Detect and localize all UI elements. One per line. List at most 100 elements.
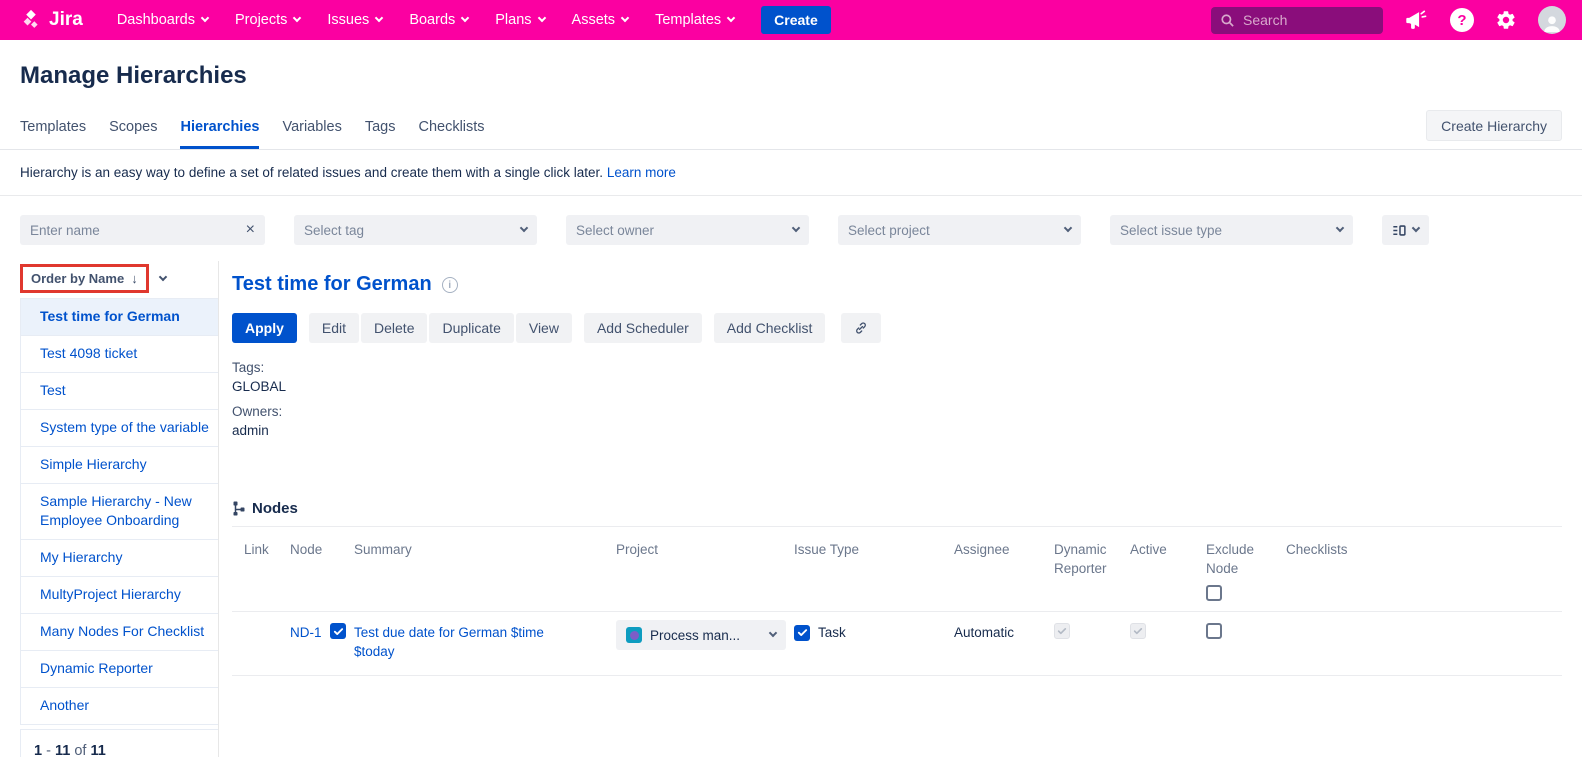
megaphone-icon xyxy=(1406,10,1427,29)
col-link: Link xyxy=(244,542,269,557)
chevron-down-icon xyxy=(791,223,801,233)
list-item[interactable]: MultyProject Hierarchy xyxy=(21,577,218,614)
filter-bar: × Select tag Select owner Select project… xyxy=(0,196,1582,261)
info-icon[interactable]: i xyxy=(441,276,458,293)
check-icon xyxy=(333,627,343,635)
node-summary-link[interactable]: Test due date for German $time $today xyxy=(354,625,544,659)
create-button[interactable]: Create xyxy=(761,6,831,34)
node-dynamic-reporter-cell xyxy=(1054,623,1130,639)
node-active-cell xyxy=(1130,623,1206,639)
project-avatar-icon xyxy=(626,627,642,643)
chevron-down-icon xyxy=(1063,223,1073,233)
nav-issues[interactable]: Issues xyxy=(327,12,384,28)
nodes-table-header: Link Node Summary Project Issue Type Ass… xyxy=(232,527,1562,612)
delete-button[interactable]: Delete xyxy=(361,313,428,343)
check-icon xyxy=(797,629,807,636)
node-issue-type-cell: Task xyxy=(794,623,954,642)
list-item[interactable]: Sample Hierarchy - New Employee Onboardi… xyxy=(21,484,218,540)
list-item[interactable]: Another xyxy=(21,688,218,725)
clear-icon[interactable]: × xyxy=(245,221,255,238)
link-chain-icon xyxy=(856,322,867,334)
order-by-name-button[interactable]: Order by Name ↓ xyxy=(20,264,149,293)
view-button[interactable]: View xyxy=(515,313,572,343)
order-options-chevron[interactable] xyxy=(158,272,168,282)
tab-templates[interactable]: Templates xyxy=(20,119,87,135)
col-checklists: Checklists xyxy=(1286,542,1348,557)
project-filter-select[interactable]: Select project xyxy=(838,215,1081,245)
col-project: Project xyxy=(616,542,659,557)
hierarchy-list: Test time for German Test 4098 ticket Te… xyxy=(20,298,218,725)
node-summary-cell: Test due date for German $time $today xyxy=(330,623,616,661)
exclude-all-checkbox[interactable] xyxy=(1206,585,1222,601)
nav-templates[interactable]: Templates xyxy=(655,12,736,28)
nav-assets[interactable]: Assets xyxy=(572,12,630,28)
list-item[interactable]: Test xyxy=(21,373,218,410)
name-filter: × xyxy=(20,215,265,245)
col-assignee: Assignee xyxy=(954,542,1010,557)
pagination: 1 - 11 of 11 xyxy=(20,729,218,757)
tab-tags[interactable]: Tags xyxy=(364,119,396,135)
help-button[interactable]: ? xyxy=(1450,8,1474,32)
list-panel-icon xyxy=(1393,224,1406,236)
duplicate-button[interactable]: Duplicate xyxy=(429,313,514,343)
create-hierarchy-button[interactable]: Create Hierarchy xyxy=(1426,110,1562,141)
list-item[interactable]: Simple Hierarchy xyxy=(21,447,218,484)
chevron-down-icon xyxy=(375,13,384,23)
active-checkbox xyxy=(1130,623,1146,639)
dynamic-reporter-checkbox xyxy=(1054,623,1070,639)
list-item[interactable]: Many Nodes For Checklist xyxy=(21,614,218,651)
node-assignee-cell: Automatic xyxy=(954,625,1015,640)
jira-logo-icon xyxy=(23,9,38,28)
hierarchy-title: Test time for German xyxy=(232,273,432,295)
nav-projects[interactable]: Projects xyxy=(235,12,302,28)
issue-type-label: Task xyxy=(818,625,846,640)
user-avatar[interactable] xyxy=(1538,6,1566,34)
list-item-selected[interactable]: Test time for German xyxy=(21,299,218,336)
tab-variables[interactable]: Variables xyxy=(282,119,342,135)
global-search[interactable] xyxy=(1211,6,1383,34)
copy-link-button[interactable] xyxy=(841,313,882,343)
node-row: ND-1 Test due date for German $time $tod… xyxy=(232,612,1562,676)
nav-boards[interactable]: Boards xyxy=(409,12,470,28)
owner-filter-select[interactable]: Select owner xyxy=(566,215,809,245)
col-summary: Summary xyxy=(354,542,412,557)
project-select[interactable]: Process man... xyxy=(616,620,786,650)
announcements-button[interactable] xyxy=(1404,8,1429,33)
list-item[interactable]: System type of the variable xyxy=(21,410,218,447)
add-scheduler-button[interactable]: Add Scheduler xyxy=(583,313,702,343)
node-key-link[interactable]: ND-1 xyxy=(290,625,322,640)
intro-text: Hierarchy is an easy way to define a set… xyxy=(0,150,1582,196)
apply-button[interactable]: Apply xyxy=(232,313,297,343)
list-item[interactable]: Test 4098 ticket xyxy=(21,336,218,373)
node-exclude-cell xyxy=(1206,623,1286,639)
summary-checkbox[interactable] xyxy=(330,623,346,639)
search-icon xyxy=(1221,13,1234,27)
jira-logo[interactable]: Jira xyxy=(20,9,83,31)
node-key-cell: ND-1 xyxy=(290,623,330,642)
nav-dashboards[interactable]: Dashboards xyxy=(117,12,210,28)
tab-hierarchies[interactable]: Hierarchies xyxy=(180,111,260,149)
tab-scopes[interactable]: Scopes xyxy=(109,119,158,135)
learn-more-link[interactable]: Learn more xyxy=(606,165,676,180)
check-icon xyxy=(1133,628,1143,635)
chevron-down-icon xyxy=(519,223,529,233)
nav-plans[interactable]: Plans xyxy=(495,12,546,28)
issue-type-filter-select[interactable]: Select issue type xyxy=(1110,215,1353,245)
owners-value: admin xyxy=(232,423,269,438)
edit-button[interactable]: Edit xyxy=(308,313,360,343)
check-icon xyxy=(1057,628,1067,635)
tab-checklists[interactable]: Checklists xyxy=(418,119,485,135)
settings-button[interactable] xyxy=(1495,9,1517,31)
issue-type-checkbox[interactable] xyxy=(794,624,810,641)
add-checklist-button[interactable]: Add Checklist xyxy=(713,313,826,343)
list-item[interactable]: My Hierarchy xyxy=(21,540,218,577)
list-item[interactable]: Dynamic Reporter xyxy=(21,651,218,688)
gear-icon xyxy=(1497,11,1515,29)
top-navigation-bar: Jira Dashboards Projects Issues Boards P… xyxy=(0,0,1582,40)
exclude-node-checkbox[interactable] xyxy=(1206,623,1222,639)
tag-filter-select[interactable]: Select tag xyxy=(294,215,537,245)
name-filter-input[interactable] xyxy=(30,222,246,238)
layout-view-toggle[interactable] xyxy=(1382,215,1429,245)
col-node: Node xyxy=(290,542,323,557)
search-input[interactable] xyxy=(1243,12,1374,28)
